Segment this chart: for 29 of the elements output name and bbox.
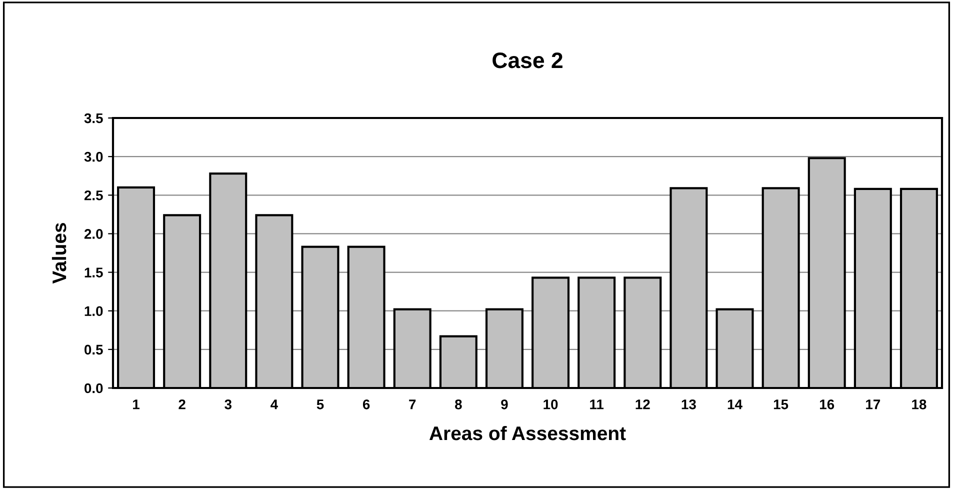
x-tick-label: 15 — [774, 400, 788, 410]
x-tick-label: 4 — [270, 400, 278, 410]
x-tick-label: 7 — [409, 400, 416, 410]
y-tick-label: 1.0 — [84, 306, 103, 316]
y-tick-label: 2.5 — [84, 190, 103, 200]
x-tick-label: 3 — [224, 399, 232, 410]
x-tick-label: 2 — [178, 399, 186, 410]
x-tick-label: 8 — [454, 399, 462, 410]
x-tick-label: 16 — [820, 399, 834, 410]
x-tick-label: 1 — [133, 400, 140, 410]
y-tick-label: 3.5 — [84, 113, 103, 124]
x-tick-label: 17 — [866, 400, 880, 410]
x-axis-title: Areas of Assessment — [429, 426, 626, 440]
x-tick-label: 10 — [544, 399, 558, 410]
y-tick-label: 2.0 — [84, 229, 103, 239]
y-tick-label: 3.0 — [84, 152, 103, 162]
y-axis-title: Values — [52, 222, 66, 284]
x-tick-label: 13 — [682, 399, 696, 410]
x-tick-label: 14 — [728, 400, 742, 410]
y-tick-label: 1.5 — [84, 268, 103, 278]
x-tick-label: 11 — [590, 400, 604, 410]
x-tick-label: 9 — [501, 399, 508, 410]
y-tick-label: 0.5 — [84, 344, 103, 355]
x-tick-label: 18 — [912, 399, 926, 410]
x-tick-label: 6 — [362, 399, 370, 410]
x-tick-label: 12 — [636, 399, 650, 410]
chart-title: Case 2 — [492, 52, 562, 68]
y-tick-label: 0.0 — [84, 383, 103, 394]
x-tick-label: 5 — [316, 400, 324, 410]
